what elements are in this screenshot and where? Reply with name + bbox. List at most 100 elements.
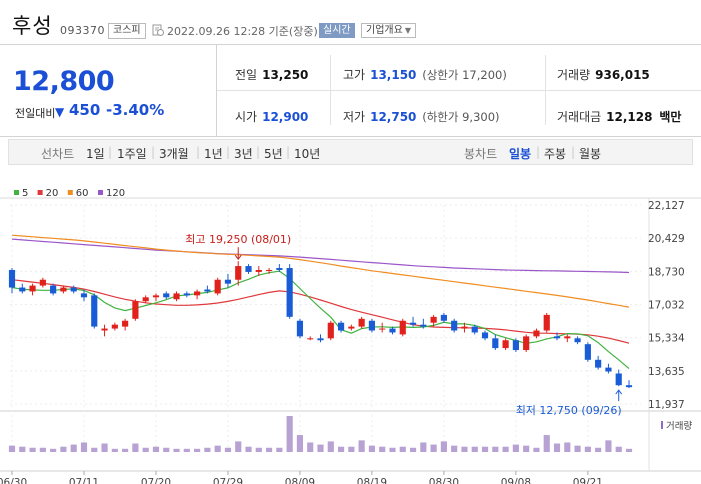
volume-bar [430,444,437,452]
period-3m[interactable]: 3개월 [159,147,189,161]
high-stat: 고가 13,150 (상한가 17,200) [343,66,507,83]
candle-weekly[interactable]: 주봉 [544,147,567,161]
volume-bar [625,448,633,452]
candle-body [440,314,447,321]
volume-bars: 거래량 [8,416,692,452]
period-1y[interactable]: 1년 [204,147,223,161]
candle-body [19,287,26,292]
volume-bar [91,447,98,452]
down-triangle-icon: ▼ [55,105,65,119]
candle-body [502,340,509,349]
stock-chart: 5 20 60 120 최고 19,250 (08/01) 최저 12,750 (09/… [0,188,701,484]
candle-body [317,338,324,341]
high-arrowhead-icon [234,254,242,261]
volume-label: 거래량 [666,420,692,432]
candle-body [70,287,77,292]
volume-bar [523,445,530,452]
realtime-button[interactable]: 실시간 [319,23,355,38]
candle-body [574,338,581,343]
candle-monthly[interactable]: 월봉 [579,147,602,161]
prev-close-label: 전일 [235,68,258,82]
candles [8,261,633,389]
chart-grid [0,197,701,472]
period-1w[interactable]: 1주일 [117,147,147,161]
candle-body [430,316,437,323]
volume-bar [471,446,478,452]
y-axis: 22,127 20,429 18,730 17,032 15,334 13,635 11,9… [648,200,685,411]
candle-body [605,367,612,372]
volume-bar [80,442,88,452]
chevron-down-icon: ▼ [404,26,411,35]
high-label: 고가 [343,68,366,82]
volume-bar [235,441,242,452]
upper-limit: (상한가 17,200) [422,68,507,82]
company-info-dropdown[interactable]: 기업개요 ▼ [361,23,416,38]
volume-bar [399,446,406,452]
candle-body [625,385,633,388]
candle-body [194,291,201,296]
volume-bar [173,448,180,452]
volume-bar [461,446,468,452]
candle-body [451,320,458,331]
candle-body [39,279,46,286]
legend-swatch [37,190,43,195]
moving-averages [11,234,630,370]
high-annotation: 최고 19,250 (08/01) [185,233,291,246]
volume-bar [481,446,489,452]
low-label: 저가 [343,110,366,124]
volume-bar [553,443,561,452]
x-tick-label: 09/08 [501,477,531,484]
price-summary: 12,800 전일대비 ▼ 450 -3.40% 전일 13,250 고가 13,1… [0,44,701,137]
x-tick-label: 08/09 [285,477,315,484]
volume-bar [451,445,458,452]
candle-daily[interactable]: 일봉 [509,147,532,161]
amount-label: 거래대금 [557,110,602,124]
volume-bar [101,443,108,452]
period-1d[interactable]: 1일 [86,147,105,161]
volume-bar [122,448,129,452]
candle-body [358,318,365,327]
as-of-timestamp: 2022.09.26 12:28 기준(장중) [167,25,318,38]
volume-bar [615,446,622,452]
candle-body [471,326,478,333]
volume-bar [492,446,499,452]
volume-bar [420,442,427,452]
ma60-line [11,234,630,308]
period-10y[interactable]: 10년 [294,147,321,161]
prev-close-value: 13,250 [262,68,309,82]
period-5y[interactable]: 5년 [264,147,283,161]
volume-bar [255,447,262,452]
change-value: 450 [69,101,101,119]
candle-body [29,285,36,292]
legend-swatch [67,190,73,195]
volume-bar [39,447,46,452]
separator: | [536,145,541,159]
candle-body [533,330,540,337]
candle-body [327,322,334,339]
candle-body [492,338,499,349]
volume-bar [224,447,232,452]
y-tick-label: 18,730 [648,266,685,278]
separator: | [571,145,576,159]
volume-bar [543,435,550,452]
candle-body [214,279,221,294]
candle-body [595,359,602,368]
candle-body [255,269,262,272]
annotations: 최고 19,250 (08/01) 최저 12,750 (09/26) [185,233,623,417]
current-price-box: 12,800 전일대비 ▼ 450 -3.40% [0,45,217,136]
separator: | [256,145,261,159]
y-tick-label: 15,334 [648,333,685,345]
period-3y[interactable]: 3년 [234,147,253,161]
candle-body [122,320,129,327]
legend-label: 120 [106,188,125,199]
candle-body [8,269,16,288]
lower-limit: (하한가 9,300) [422,110,500,124]
x-tick-label: 09/21 [573,477,603,484]
candle-body [543,314,550,331]
volume-bar [50,448,57,452]
volume-bar [265,447,273,452]
y-tick-label: 11,937 [648,399,685,411]
candle-body [204,289,211,292]
candle-body [296,320,304,337]
volume-bar [389,447,396,452]
